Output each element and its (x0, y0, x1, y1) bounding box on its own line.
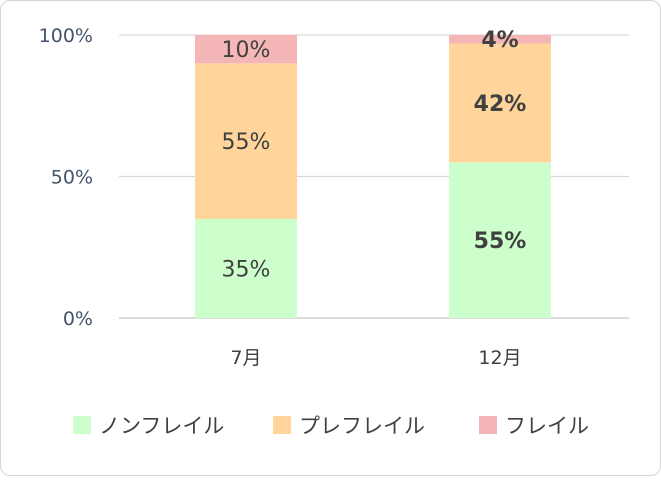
x-tick-label: 7月 (230, 347, 261, 369)
y-tick-label: 50% (51, 167, 93, 189)
data-label: 55% (474, 229, 527, 254)
legend-swatch (273, 416, 291, 434)
data-label: 35% (222, 257, 271, 282)
y-tick-label: 100% (39, 25, 93, 47)
legend-label: フレイル (505, 414, 589, 438)
bar-segment (195, 218, 297, 318)
data-label: 42% (474, 92, 527, 117)
data-label: 55% (222, 130, 271, 155)
y-tick-label: 0% (63, 308, 93, 330)
data-label: 4% (481, 28, 518, 53)
legend-swatch (479, 416, 497, 434)
bar-segment (195, 35, 297, 64)
bar-segment (449, 35, 551, 44)
data-label: 10% (222, 38, 271, 63)
bar-segment (449, 43, 551, 163)
legend-swatch (73, 416, 91, 434)
x-tick-label: 12月 (478, 347, 521, 369)
bar-segment (449, 162, 551, 318)
legend-label: プレフレイル (299, 414, 425, 438)
legend-label: ノンフレイル (99, 414, 224, 438)
bar-segment (195, 63, 297, 219)
